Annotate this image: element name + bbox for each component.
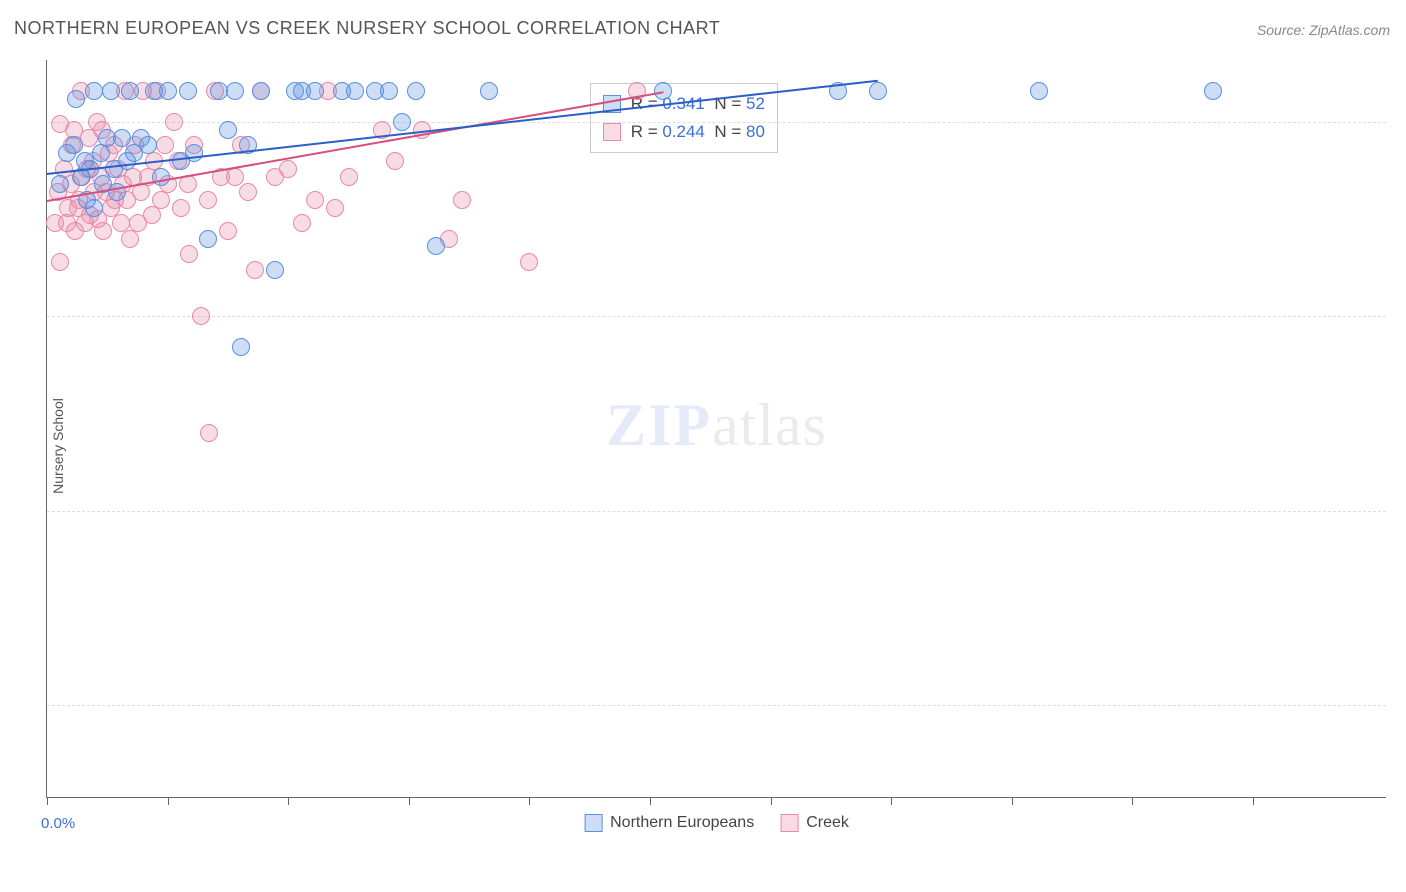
legend-label: Northern Europeans [610,814,754,832]
y-tick-label: 100.0% [1396,114,1406,131]
scatter-point-blue [226,82,244,100]
scatter-point-pink [165,113,183,131]
scatter-point-blue [139,136,157,154]
scatter-point-pink [200,424,218,442]
scatter-point-pink [172,199,190,217]
x-tick-mark [168,797,169,805]
gridline [47,705,1386,706]
scatter-point-pink [306,191,324,209]
scatter-point-blue [427,237,445,255]
x-tick-mark [47,797,48,805]
legend-swatch [780,814,798,832]
x-tick-mark [1253,797,1254,805]
scatter-point-blue [159,82,177,100]
scatter-point-blue [67,90,85,108]
scatter-point-pink [180,245,198,263]
scatter-point-blue [393,113,411,131]
scatter-point-pink [219,222,237,240]
scatter-point-pink [520,253,538,271]
scatter-point-blue [1204,82,1222,100]
source-prefix: Source: [1257,22,1309,38]
scatter-point-blue [266,261,284,279]
chart-title: NORTHERN EUROPEAN VS CREEK NURSERY SCHOO… [14,18,720,39]
scatter-point-blue [51,175,69,193]
legend-swatch [603,123,621,141]
scatter-point-blue [113,129,131,147]
x-tick-mark [771,797,772,805]
plot-area: ZIPatlas 0.0% 100.0% Northern EuropeansC… [46,60,1386,798]
scatter-point-blue [185,144,203,162]
y-tick-label: 97.5% [1396,308,1406,325]
scatter-point-blue [869,82,887,100]
bottom-legend: Northern Europeans Creek [584,814,849,832]
scatter-point-pink [156,136,174,154]
gridline [47,511,1386,512]
watermark: ZIPatlas [606,391,827,460]
watermark-zip: ZIP [606,392,712,458]
legend-swatch [584,814,602,832]
source-label: Source: ZipAtlas.com [1257,22,1390,38]
scatter-point-pink [152,191,170,209]
scatter-point-blue [121,82,139,100]
x-tick-mark [288,797,289,805]
x-tick-mark [409,797,410,805]
watermark-atlas: atlas [712,392,827,458]
scatter-point-blue [199,230,217,248]
scatter-point-blue [346,82,364,100]
scatter-point-blue [306,82,324,100]
scatter-point-pink [192,307,210,325]
scatter-point-blue [85,82,103,100]
scatter-point-blue [85,199,103,217]
scatter-point-blue [654,82,672,100]
scatter-point-blue [1030,82,1048,100]
scatter-point-blue [102,82,120,100]
y-tick-label: 92.5% [1396,696,1406,713]
scatter-point-pink [386,152,404,170]
scatter-point-blue [92,144,110,162]
bottom-legend-item: Northern Europeans [584,814,754,832]
scatter-point-pink [246,261,264,279]
legend-label: Creek [806,814,849,832]
scatter-point-pink [239,183,257,201]
x-max-label: 100.0% [1398,815,1406,832]
scatter-point-blue [232,338,250,356]
x-tick-mark [1012,797,1013,805]
gridline [47,316,1386,317]
x-tick-mark [650,797,651,805]
scatter-point-blue [219,121,237,139]
source-name: ZipAtlas.com [1309,22,1390,38]
scatter-point-pink [453,191,471,209]
scatter-point-blue [179,82,197,100]
scatter-point-pink [51,253,69,271]
x-min-label: 0.0% [41,815,75,832]
scatter-point-pink [121,230,139,248]
y-tick-label: 95.0% [1396,502,1406,519]
x-tick-mark [529,797,530,805]
bottom-legend-item: Creek [780,814,849,832]
scatter-point-pink [199,191,217,209]
scatter-point-pink [94,222,112,240]
scatter-point-blue [380,82,398,100]
scatter-point-blue [480,82,498,100]
scatter-point-pink [326,199,344,217]
scatter-point-blue [407,82,425,100]
scatter-point-pink [279,160,297,178]
scatter-point-pink [226,168,244,186]
x-tick-mark [1132,797,1133,805]
gridline [47,122,1386,123]
scatter-point-pink [340,168,358,186]
x-tick-mark [891,797,892,805]
scatter-point-blue [252,82,270,100]
chart-container: NORTHERN EUROPEAN VS CREEK NURSERY SCHOO… [0,0,1406,892]
scatter-point-pink [293,214,311,232]
scatter-point-pink [143,206,161,224]
